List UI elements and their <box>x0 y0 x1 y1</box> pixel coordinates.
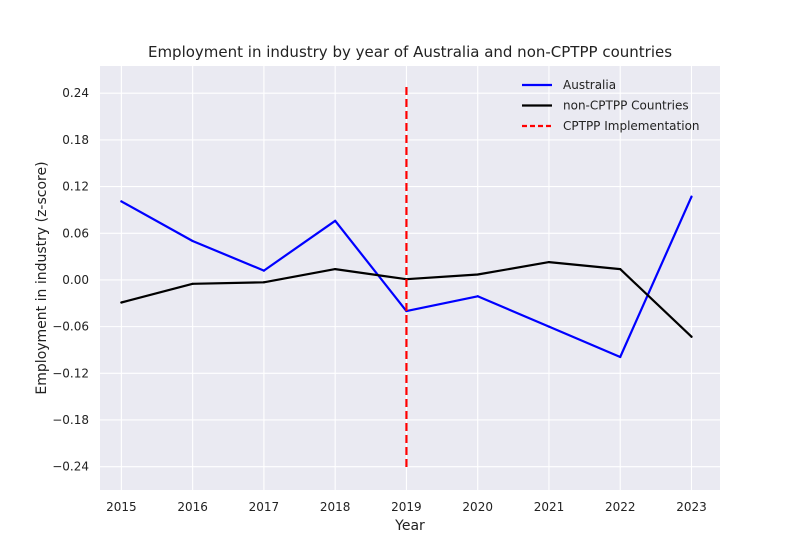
series-lines <box>120 87 693 471</box>
data-point <box>120 200 123 203</box>
y-tick-label: 0.12 <box>62 180 89 194</box>
data-point <box>547 325 551 328</box>
x-tick-label: 2021 <box>534 500 565 514</box>
x-tick-label: 2017 <box>249 500 280 514</box>
x-tick-label: 2018 <box>320 500 351 514</box>
data-point <box>476 273 479 276</box>
y-tick-label: −0.12 <box>52 366 89 380</box>
data-point <box>334 219 337 222</box>
y-tick-label: 0.00 <box>62 273 89 287</box>
data-point <box>690 195 693 198</box>
legend: Australia non-CPTPP Countries CPTPP Impl… <box>522 78 700 133</box>
y-tick-label: −0.24 <box>52 460 89 474</box>
x-tick-label: 2020 <box>462 500 493 514</box>
y-tick-label: −0.18 <box>52 413 89 427</box>
legend-label-non-cptpp: non-CPTPP Countries <box>563 99 689 113</box>
data-point <box>547 260 551 264</box>
data-point <box>619 267 622 271</box>
data-point <box>262 281 266 284</box>
y-tick-label: 0.06 <box>62 226 89 240</box>
chart-title: Employment in industry by year of Austra… <box>148 43 672 61</box>
data-point <box>334 267 337 271</box>
x-tick-label: 2015 <box>106 500 137 514</box>
x-axis-label: Year <box>394 518 425 534</box>
x-tick-label: 2022 <box>605 500 636 514</box>
data-point <box>619 355 622 359</box>
tick-labels: 2015 2016 2017 2018 2019 2020 2021 2022 2023 0.24… <box>52 86 707 514</box>
legend-label-cptpp-implementation: CPTPP Implementation <box>563 119 700 133</box>
x-tick-label: 2023 <box>676 500 707 514</box>
data-point <box>476 295 479 298</box>
x-tick-label: 2016 <box>177 500 208 514</box>
y-tick-label: 0.24 <box>62 86 89 100</box>
x-tick-label: 2019 <box>391 500 422 514</box>
data-point <box>191 239 194 243</box>
y-axis-label: Employment in industry (z-score) <box>34 161 50 394</box>
y-tick-label: 0.18 <box>62 133 89 147</box>
data-point <box>191 282 194 285</box>
data-point <box>120 301 123 304</box>
data-point <box>262 269 266 272</box>
legend-label-australia: Australia <box>563 78 616 92</box>
y-tick-label: −0.06 <box>52 320 89 334</box>
data-point <box>690 335 693 338</box>
